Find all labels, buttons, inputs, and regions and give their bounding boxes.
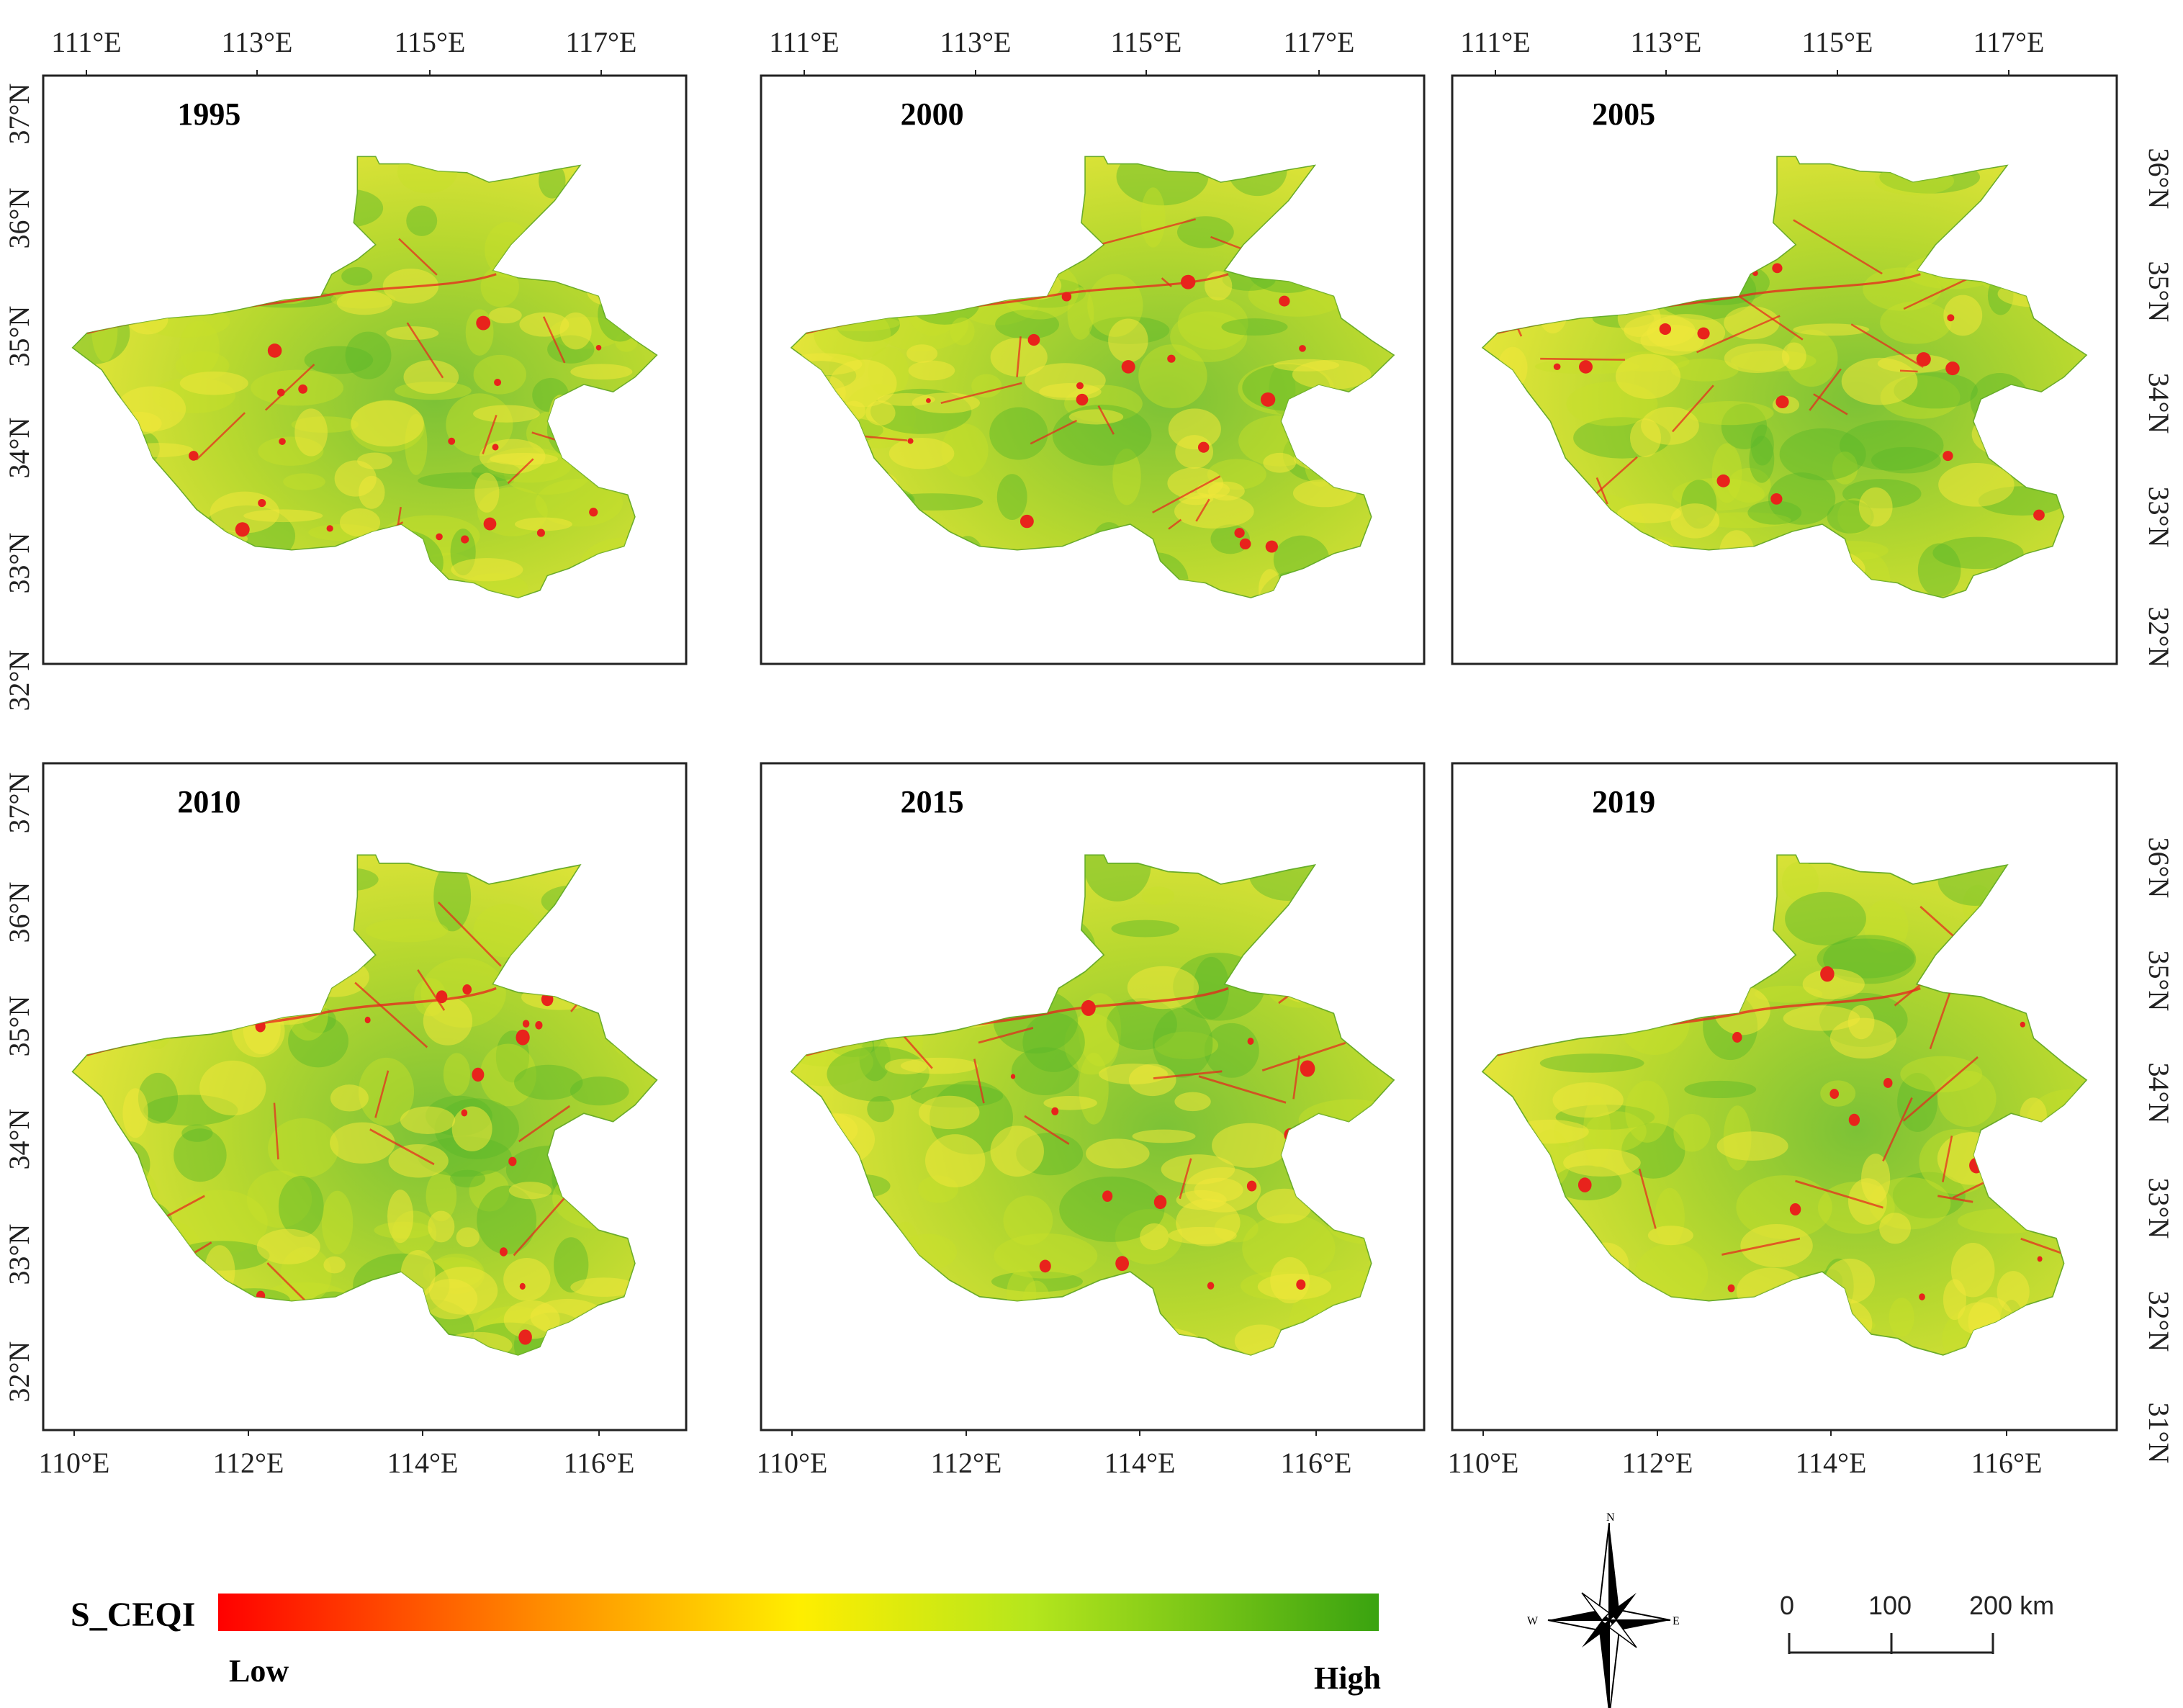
top-axis-label: 111°E — [769, 26, 839, 58]
bottom-axis-label: 112°E — [213, 1447, 284, 1479]
bottom-axis-label: 114°E — [1104, 1447, 1176, 1479]
left-axis-label: 32°N — [3, 1341, 35, 1403]
province-map — [790, 854, 1395, 1356]
scale-label-100: 100 — [1868, 1591, 1912, 1620]
right-axis-label: 35°N — [2143, 261, 2175, 323]
map-panel-2005: 2005 — [1451, 74, 2118, 665]
panel-year-title: 2005 — [1592, 96, 1655, 132]
compass-e: E — [1673, 1615, 1680, 1627]
right-axis-label: 36°N — [2143, 148, 2175, 210]
bottom-axis-label: 112°E — [931, 1447, 1002, 1479]
scale-label-0: 0 — [1780, 1591, 1794, 1620]
legend-high-label: High — [1314, 1660, 1381, 1696]
scale-label-200: 200 km — [1969, 1591, 2054, 1620]
right-axis-label: 33°N — [2143, 1178, 2175, 1239]
panel-year-title: 1995 — [177, 96, 240, 132]
map-panel-2010: 2010 — [42, 762, 688, 1431]
panel-year-title: 2019 — [1592, 784, 1655, 819]
color-ramp — [218, 1594, 1379, 1631]
right-axis-label: 35°N — [2143, 950, 2175, 1012]
bottom-axis-label: 114°E — [1796, 1447, 1867, 1479]
bottom-axis-label: 116°E — [564, 1447, 635, 1479]
color-legend: S_CEQI Low High — [71, 1594, 1381, 1696]
right-axis-label: 33°N — [2143, 487, 2175, 548]
bottom-axis-label: 114°E — [387, 1447, 459, 1479]
left-axis-label: 36°N — [3, 188, 35, 249]
map-panel-2000: 2000 — [760, 74, 1426, 665]
left-axis-label: 37°N — [3, 773, 35, 834]
bottom-axis-label: 112°E — [1622, 1447, 1693, 1479]
top-axis-label: 117°E — [1973, 26, 2045, 58]
bottom-axis-label: 110°E — [757, 1447, 828, 1479]
top-axis-label: 111°E — [51, 26, 121, 58]
left-axis-label: 33°N — [3, 533, 35, 594]
map-panel-2019: 2019 — [1451, 762, 2118, 1431]
bottom-axis-label: 110°E — [1448, 1447, 1519, 1479]
panel-year-title: 2000 — [901, 96, 964, 132]
bottom-axis-label: 110°E — [39, 1447, 110, 1479]
bottom-axis-label: 116°E — [1281, 1447, 1352, 1479]
right-axis-label: 34°N — [2143, 373, 2175, 434]
compass-n: N — [1606, 1511, 1615, 1524]
top-axis-label: 115°E — [395, 26, 466, 58]
right-axis-label: 36°N — [2143, 837, 2175, 899]
scale-bar — [1788, 1633, 1994, 1654]
left-axis-label: 35°N — [3, 306, 35, 367]
bottom-axis-label: 116°E — [1971, 1447, 2043, 1479]
right-axis-label: 31°N — [2143, 1403, 2175, 1464]
right-axis-label: 34°N — [2143, 1063, 2175, 1124]
left-axis-label: 36°N — [3, 882, 35, 943]
top-axis-label: 117°E — [566, 26, 637, 58]
top-axis-label: 111°E — [1460, 26, 1530, 58]
legend-title: S_CEQI — [71, 1596, 195, 1634]
compass-w: W — [1527, 1615, 1539, 1627]
top-axis-label: 115°E — [1111, 26, 1182, 58]
left-axis-label: 34°N — [3, 418, 35, 479]
panel-year-title: 2010 — [177, 784, 240, 819]
panel-year-title: 2015 — [901, 784, 964, 819]
left-axis-label: 35°N — [3, 996, 35, 1057]
top-axis-label: 115°E — [1802, 26, 1873, 58]
left-axis-label: 34°N — [3, 1109, 35, 1170]
top-axis-label: 113°E — [940, 26, 1012, 58]
legend-low-label: Low — [229, 1653, 289, 1689]
right-axis-label: 32°N — [2143, 1291, 2175, 1352]
map-panel-1995: 1995 — [42, 74, 688, 665]
top-axis-label: 117°E — [1284, 26, 1355, 58]
left-axis-label: 37°N — [3, 84, 35, 145]
top-axis-label: 113°E — [1631, 26, 1702, 58]
left-axis-label: 32°N — [3, 650, 35, 711]
left-axis-label: 33°N — [3, 1224, 35, 1285]
map-panel-2015: 2015 — [760, 762, 1426, 1431]
north-arrow-icon: N S E W — [1527, 1511, 1680, 1708]
top-axis-label: 113°E — [222, 26, 293, 58]
right-axis-label: 32°N — [2143, 607, 2175, 668]
